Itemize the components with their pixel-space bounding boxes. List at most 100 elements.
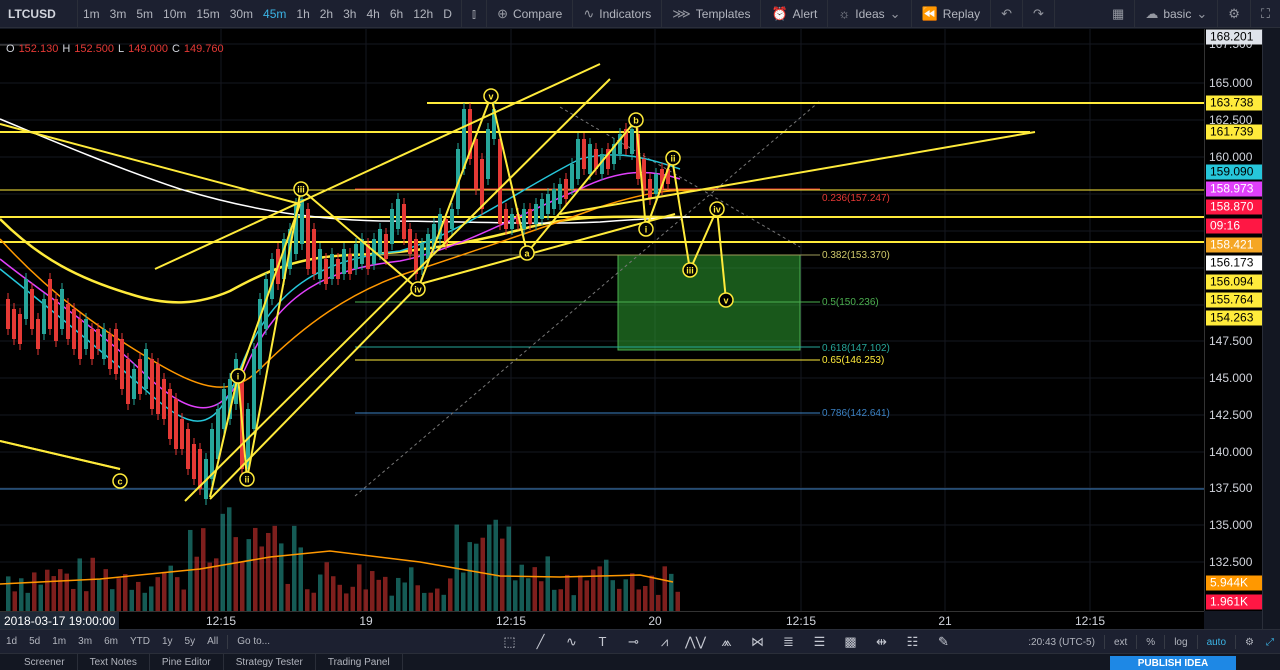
interval-1m[interactable]: 1m (83, 6, 100, 21)
symbol-search[interactable]: LTCUSD (0, 0, 78, 28)
fib-retracement-icon[interactable]: ≣ (783, 634, 794, 649)
publish-idea-button[interactable]: PUBLISH IDEA (1110, 656, 1236, 670)
range-5y[interactable]: 5y (184, 636, 196, 647)
tab-trading-panel[interactable]: Trading Panel (316, 653, 403, 670)
range-all[interactable]: All (207, 636, 219, 647)
trend-line-icon[interactable]: ╱ (536, 634, 545, 649)
date-range-icon[interactable]: ⇹ (876, 634, 887, 649)
goto-button[interactable]: Go to... (237, 636, 271, 647)
templates-button[interactable]: ⋙ Templates (662, 0, 762, 28)
elliott-wave-icon[interactable]: ⋀⋁ (684, 634, 707, 649)
price-label: 158.421 (1206, 237, 1262, 253)
log-scale-toggle[interactable]: log (1174, 636, 1188, 648)
interval-15m[interactable]: 15m (196, 6, 220, 21)
chart-canvas[interactable]: 0.236(157.247) 0.382(153.370) 0.5(150.236)… (0, 29, 1204, 611)
interval-45m[interactable]: 45m (263, 6, 287, 21)
auto-scale-toggle[interactable]: auto (1206, 636, 1227, 648)
rectangle-select-icon[interactable]: ⬚ (503, 634, 516, 649)
interval-1h[interactable]: 1h (296, 6, 310, 21)
redo-button[interactable]: ↷ (1023, 0, 1055, 28)
volume-bar (90, 557, 95, 611)
range-1y[interactable]: 1y (161, 636, 173, 647)
candle-body (174, 399, 178, 449)
candle-body (228, 379, 232, 419)
interval-d[interactable]: D (443, 6, 452, 21)
candle-body (504, 209, 508, 229)
trend-line (0, 123, 301, 205)
candle-body (336, 259, 340, 279)
xabcd-pattern-icon[interactable]: ⋈ (751, 634, 764, 649)
interval-4h[interactable]: 4h (366, 6, 380, 21)
interval-3h[interactable]: 3h (343, 6, 357, 21)
abcd-pattern-icon[interactable]: ⩕ (721, 634, 732, 649)
interval-10m[interactable]: 10m (163, 6, 187, 21)
gear-icon[interactable]: ⚙ (1245, 636, 1254, 648)
alert-button[interactable]: ⏰ Alert (761, 0, 829, 28)
wave-label: v (723, 296, 728, 306)
price-label: 156.173 (1206, 255, 1262, 271)
chart-style-button[interactable]: ⫾ (462, 0, 488, 28)
volume-bar (649, 575, 654, 611)
candle-body (156, 364, 160, 414)
measure-icon[interactable]: ✎ (938, 634, 949, 649)
interval-30m[interactable]: 30m (229, 6, 254, 21)
maximize-icon[interactable]: ⤢ (1266, 636, 1274, 648)
tab-text-notes[interactable]: Text Notes (78, 653, 150, 670)
price-axis[interactable]: 167.500165.000162.500160.000147.500145.0… (1204, 29, 1262, 611)
panel-tabs: Screener Text Notes Pine Editor Strategy… (0, 653, 1280, 670)
price-range-icon[interactable]: ☷ (906, 634, 919, 649)
interval-6h[interactable]: 6h (389, 6, 404, 21)
gann-box-icon[interactable]: ▩ (844, 634, 857, 649)
volume-bar (25, 592, 30, 611)
settings-button[interactable]: ⚙ (1218, 0, 1251, 28)
tab-strategy-tester[interactable]: Strategy Tester (224, 653, 316, 670)
horizontal-line-icon[interactable]: ⊸ (628, 634, 639, 649)
scale-controls: :20:43 (UTC-5) ext % log auto ⚙ ⤢ (1022, 630, 1280, 654)
compare-button[interactable]: ⊕ Compare (487, 0, 574, 28)
extended-hours-toggle[interactable]: ext (1113, 636, 1128, 648)
range-1m[interactable]: 1m (52, 636, 67, 647)
layout-grid-button[interactable]: ▦ (1102, 0, 1136, 28)
fib-extension-icon[interactable]: ☰ (813, 634, 826, 649)
fib-level-label: 0.65(146.253) (822, 355, 884, 366)
volume-bar (266, 532, 271, 611)
fullscreen-button[interactable]: ⛶ (1251, 0, 1280, 28)
volume-bar (487, 524, 492, 611)
tab-pine-editor[interactable]: Pine Editor (150, 653, 224, 670)
compare-label: Compare (512, 6, 563, 21)
text-icon[interactable]: T (598, 634, 607, 649)
triangle-pattern-icon[interactable]: ⩘ (660, 634, 669, 649)
range-ytd[interactable]: YTD (129, 636, 150, 647)
ideas-button[interactable]: ☼ Ideas ⌄ (828, 0, 912, 28)
chart-pane[interactable]: 0.236(157.247) 0.382(153.370) 0.5(150.236)… (0, 29, 1204, 611)
volume-bar (558, 589, 563, 611)
interval-2h[interactable]: 2h (319, 6, 334, 21)
volume-bar (240, 561, 245, 611)
interval-5m[interactable]: 5m (136, 6, 154, 21)
ohlc-close-value: 149.760 (183, 43, 224, 55)
candle-body (78, 319, 82, 359)
candle-body (294, 204, 298, 254)
volume-bar (259, 546, 264, 611)
tab-screener[interactable]: Screener (0, 653, 78, 670)
interval-3m[interactable]: 3m (109, 6, 127, 21)
layout-select[interactable]: ☁ basic ⌄ (1135, 0, 1219, 28)
price-tick: 132.500 (1209, 555, 1253, 569)
range-3m[interactable]: 3m (78, 636, 93, 647)
wave-label: iv (414, 285, 422, 295)
indicators-button[interactable]: ∿ Indicators (573, 0, 663, 28)
range-5d[interactable]: 5d (29, 636, 41, 647)
range-1d[interactable]: 1d (6, 636, 18, 647)
time-tick: 19 (359, 614, 373, 628)
replay-button[interactable]: ⏪ Replay (912, 0, 992, 28)
volume-bar (51, 576, 56, 611)
range-6m[interactable]: 6m (104, 636, 118, 647)
candle-body (258, 299, 262, 369)
time-axis[interactable]: 2018-03-17 19:00:00 12:15 19 12:15 20 12:15 2… (0, 611, 1204, 630)
percent-scale-toggle[interactable]: % (1146, 636, 1156, 648)
volume-bar (675, 591, 680, 611)
interval-12h[interactable]: 12h (413, 6, 434, 21)
brush-icon[interactable]: ∿ (566, 634, 577, 649)
ohlc-high-label: H (62, 43, 71, 55)
undo-button[interactable]: ↶ (991, 0, 1023, 28)
